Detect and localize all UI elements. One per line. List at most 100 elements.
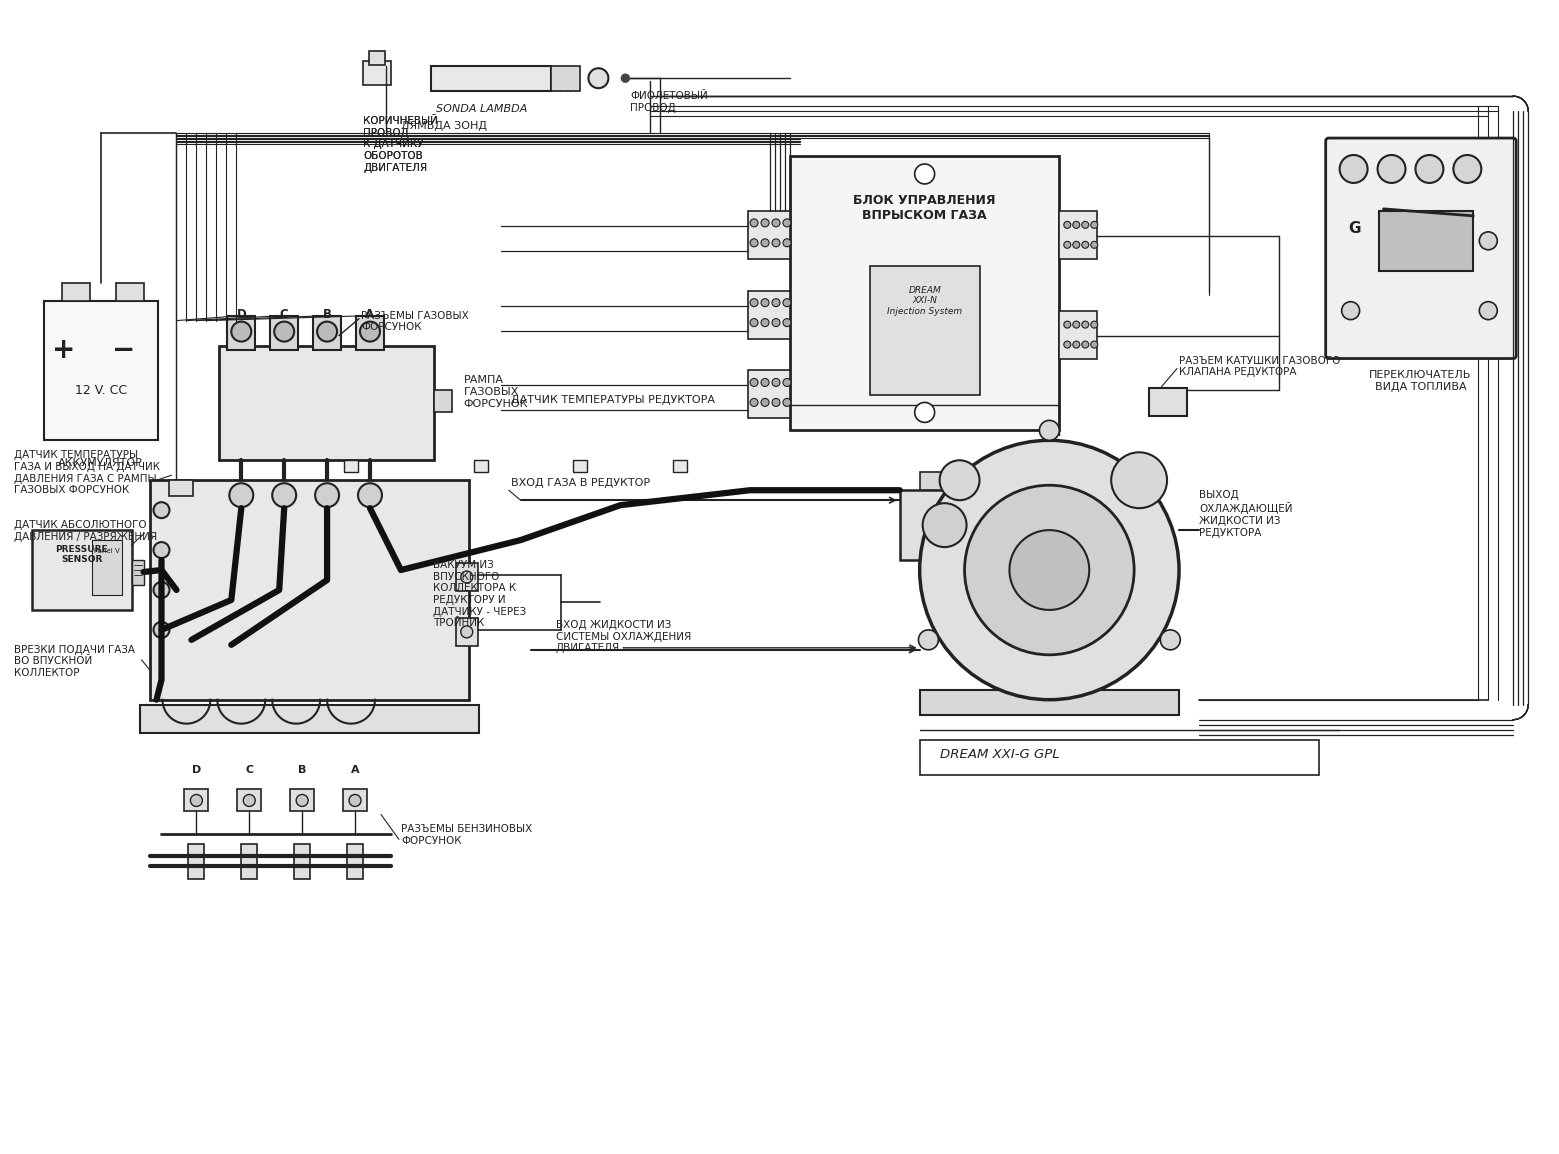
Text: PRESSURE
SENSOR: PRESSURE SENSOR [56,545,108,564]
Circle shape [750,319,758,327]
Circle shape [461,625,472,638]
Text: A: A [351,764,359,774]
Circle shape [940,460,979,500]
Circle shape [315,484,338,507]
Text: 12 V. CC: 12 V. CC [75,384,126,397]
Circle shape [783,398,790,406]
FancyBboxPatch shape [62,283,90,301]
FancyBboxPatch shape [748,370,790,419]
Circle shape [772,299,780,307]
Circle shape [920,441,1179,699]
Circle shape [750,398,758,406]
Circle shape [1479,301,1497,320]
FancyBboxPatch shape [345,460,359,472]
Circle shape [461,571,472,583]
Text: +: + [51,336,75,364]
FancyBboxPatch shape [870,265,979,396]
Circle shape [750,219,758,227]
Circle shape [1479,232,1497,249]
Circle shape [783,379,790,387]
Circle shape [231,322,251,342]
Circle shape [359,484,382,507]
Circle shape [274,322,295,342]
Text: РАЗЪЕМЫ БЕНЗИНОВЫХ
ФОРСУНОК: РАЗЪЕМЫ БЕНЗИНОВЫХ ФОРСУНОК [401,824,532,846]
Text: −: − [112,336,136,364]
Circle shape [783,219,790,227]
Circle shape [1082,321,1088,328]
FancyBboxPatch shape [184,789,209,811]
Circle shape [772,379,780,387]
FancyBboxPatch shape [550,66,580,91]
Text: ВХОД ЖИДКОСТИ ИЗ
СИСТЕМЫ ОХЛАЖДЕНИЯ
ДВИГАТЕЛЯ: ВХОД ЖИДКОСТИ ИЗ СИСТЕМЫ ОХЛАЖДЕНИЯ ДВИГ… [555,620,691,653]
Text: ДАТЧИК ТЕМПЕРАТУРЫ
ГАЗА И ВЫХОД НА ДАТЧИК
ДАВЛЕНИЯ ГАЗА С РАМПЫ
ГАЗОВЫХ ФОРСУНОК: ДАТЧИК ТЕМПЕРАТУРЫ ГАЗА И ВЫХОД НА ДАТЧИ… [14,450,161,495]
Circle shape [296,794,309,807]
Circle shape [1063,222,1071,228]
Circle shape [761,379,769,387]
Text: ВХОД ГАЗА В РЕДУКТОР: ВХОД ГАЗА В РЕДУКТОР [511,478,650,488]
Circle shape [1112,452,1168,508]
FancyBboxPatch shape [228,316,256,350]
Text: C: C [245,764,254,774]
Circle shape [772,319,780,327]
Text: БЛОК УПРАВЛЕНИЯ
ВПРЫСКОМ ГАЗА: БЛОК УПРАВЛЕНИЯ ВПРЫСКОМ ГАЗА [853,194,996,222]
Circle shape [1009,530,1090,610]
Circle shape [153,542,170,559]
Circle shape [153,622,170,638]
FancyBboxPatch shape [313,316,341,350]
Circle shape [360,322,380,342]
Text: Panel V: Panel V [94,548,120,554]
Circle shape [750,299,758,307]
FancyBboxPatch shape [1378,211,1473,271]
FancyBboxPatch shape [355,316,384,350]
FancyBboxPatch shape [433,390,452,412]
FancyBboxPatch shape [237,789,262,811]
FancyBboxPatch shape [1059,310,1098,359]
FancyBboxPatch shape [474,460,488,472]
Circle shape [153,582,170,598]
Circle shape [1082,222,1088,228]
Circle shape [1378,155,1406,183]
Text: ВАКУУМ ИЗ
ВПУСКНОГО
КОЛЛЕКТОРА К
РЕДУКТОРУ И
ДАТЧИКУ - ЧЕРЕЗ
ТРОЙНИК: ВАКУУМ ИЗ ВПУСКНОГО КОЛЛЕКТОРА К РЕДУКТО… [433,560,525,628]
FancyBboxPatch shape [673,460,688,472]
FancyBboxPatch shape [363,61,391,85]
Circle shape [190,794,203,807]
FancyBboxPatch shape [295,845,310,879]
FancyBboxPatch shape [115,283,143,301]
Circle shape [229,484,253,507]
Circle shape [349,794,362,807]
Text: КОРИЧНЕВЫЙ
ПРОВОД
К ДАТЧИКУ
ОБОРОТОВ
ДВИГАТЕЛЯ: КОРИЧНЕВЫЙ ПРОВОД К ДАТЧИКУ ОБОРОТОВ ДВИ… [363,117,438,173]
Circle shape [153,502,170,518]
Circle shape [918,630,939,650]
Circle shape [761,219,769,227]
FancyBboxPatch shape [343,789,366,811]
Text: ПЕРЕКЛЮЧАТЕЛЬ
ВИДА ТОПЛИВА: ПЕРЕКЛЮЧАТЕЛЬ ВИДА ТОПЛИВА [1369,370,1472,392]
Circle shape [1416,155,1444,183]
Circle shape [772,239,780,247]
FancyBboxPatch shape [44,301,159,441]
Text: КОРИЧНЕВЫЙ
ПРОВОД
К ДАТЧИКУ
ОБОРОТОВ
ДВИГАТЕЛЯ: КОРИЧНЕВЫЙ ПРОВОД К ДАТЧИКУ ОБОРОТОВ ДВИ… [363,117,438,173]
Circle shape [1040,420,1059,441]
FancyBboxPatch shape [242,845,257,879]
Text: АККУМУЛЯТОР: АККУМУЛЯТОР [58,458,143,469]
FancyBboxPatch shape [369,51,385,66]
Text: C: C [279,308,288,321]
Circle shape [1091,241,1098,248]
FancyBboxPatch shape [31,530,131,610]
Text: A: A [365,308,374,321]
Circle shape [965,485,1133,654]
FancyBboxPatch shape [170,480,193,496]
FancyBboxPatch shape [790,156,1059,430]
Text: РАМПА
ГАЗОВЫХ
ФОРСУНОК: РАМПА ГАЗОВЫХ ФОРСУНОК [463,375,529,409]
FancyBboxPatch shape [220,345,433,460]
FancyBboxPatch shape [920,690,1179,714]
Circle shape [915,403,935,422]
Circle shape [783,239,790,247]
Circle shape [750,239,758,247]
Circle shape [783,299,790,307]
Circle shape [750,379,758,387]
FancyBboxPatch shape [1149,389,1186,417]
Text: D: D [192,764,201,774]
Circle shape [923,503,967,547]
Circle shape [1073,321,1080,328]
Text: ЛЯМБДА ЗОНД: ЛЯМБДА ЗОНД [401,121,486,132]
